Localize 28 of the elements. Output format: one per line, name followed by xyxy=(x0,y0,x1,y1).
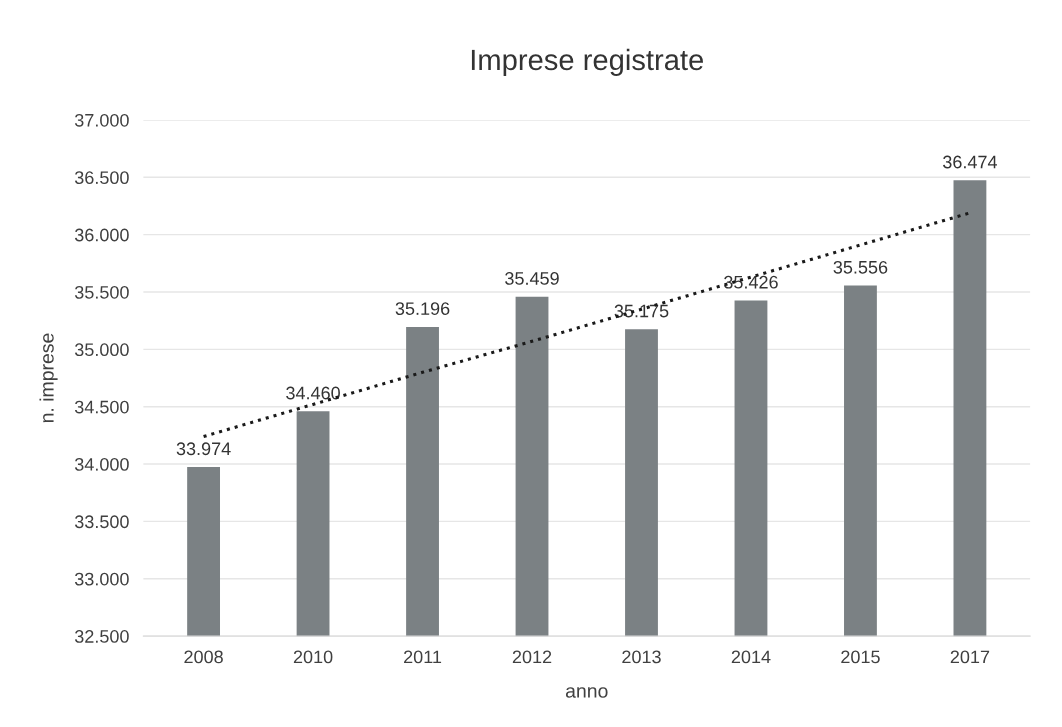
line-series xyxy=(202,211,972,439)
y-tick-label: 32.500 xyxy=(74,630,129,643)
y-tick-label: 33.000 xyxy=(74,572,129,586)
x-tick-label: 2010 xyxy=(293,650,333,664)
y-tick-label: 37.000 xyxy=(74,113,129,127)
x-tick-label: 2008 xyxy=(184,650,223,664)
y-tick-label: 35.000 xyxy=(74,343,129,357)
data-label: 35.459 xyxy=(505,272,559,285)
data-label: 34.460 xyxy=(286,386,340,400)
y-axis-title: n. imprese xyxy=(39,333,58,423)
y-tick-label: 33.500 xyxy=(74,515,129,529)
x-axis-title: anno xyxy=(565,687,608,698)
data-label: 36.474 xyxy=(943,155,998,169)
data-label: 33.974 xyxy=(176,442,231,456)
data-label: 35.196 xyxy=(395,302,450,315)
y-tick-label: 35.500 xyxy=(74,285,129,299)
x-tick-label: 2012 xyxy=(512,650,552,664)
x-tick-label: 2015 xyxy=(841,650,880,664)
x-tick-label: 2014 xyxy=(731,650,771,664)
chart-title: Imprese registrate xyxy=(471,48,703,77)
x-tick-label: 2013 xyxy=(622,650,661,664)
y-tick-label: 34.500 xyxy=(74,400,129,414)
y-tick-label: 36.500 xyxy=(74,171,129,185)
y-tick-label: 36.000 xyxy=(74,228,129,242)
y-tick-label: 34.000 xyxy=(74,458,129,471)
data-label: 35.556 xyxy=(833,260,888,274)
x-tick-label: 2017 xyxy=(950,650,990,664)
x-tick-label: 2011 xyxy=(404,650,442,664)
